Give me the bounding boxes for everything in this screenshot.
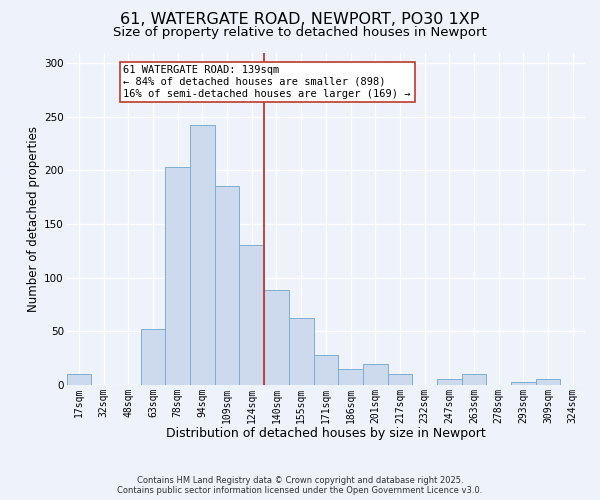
Bar [166,167,190,385]
Bar [314,355,338,385]
Bar [190,126,215,385]
Bar [437,380,461,385]
Bar [338,368,363,385]
Y-axis label: Number of detached properties: Number of detached properties [27,126,40,312]
Bar [239,246,264,385]
Text: Size of property relative to detached houses in Newport: Size of property relative to detached ho… [113,26,487,39]
Text: 61 WATERGATE ROAD: 139sqm
← 84% of detached houses are smaller (898)
16% of semi: 61 WATERGATE ROAD: 139sqm ← 84% of detac… [124,66,411,98]
Bar [536,380,560,385]
Bar [461,374,486,385]
Bar [215,186,239,385]
X-axis label: Distribution of detached houses by size in Newport: Distribution of detached houses by size … [166,427,486,440]
Text: 61, WATERGATE ROAD, NEWPORT, PO30 1XP: 61, WATERGATE ROAD, NEWPORT, PO30 1XP [121,12,479,28]
Text: Contains HM Land Registry data © Crown copyright and database right 2025.
Contai: Contains HM Land Registry data © Crown c… [118,476,482,495]
Bar [289,318,314,385]
Bar [511,382,536,385]
Bar [264,290,289,385]
Bar [363,364,388,385]
Bar [388,374,412,385]
Bar [67,374,91,385]
Bar [141,329,166,385]
